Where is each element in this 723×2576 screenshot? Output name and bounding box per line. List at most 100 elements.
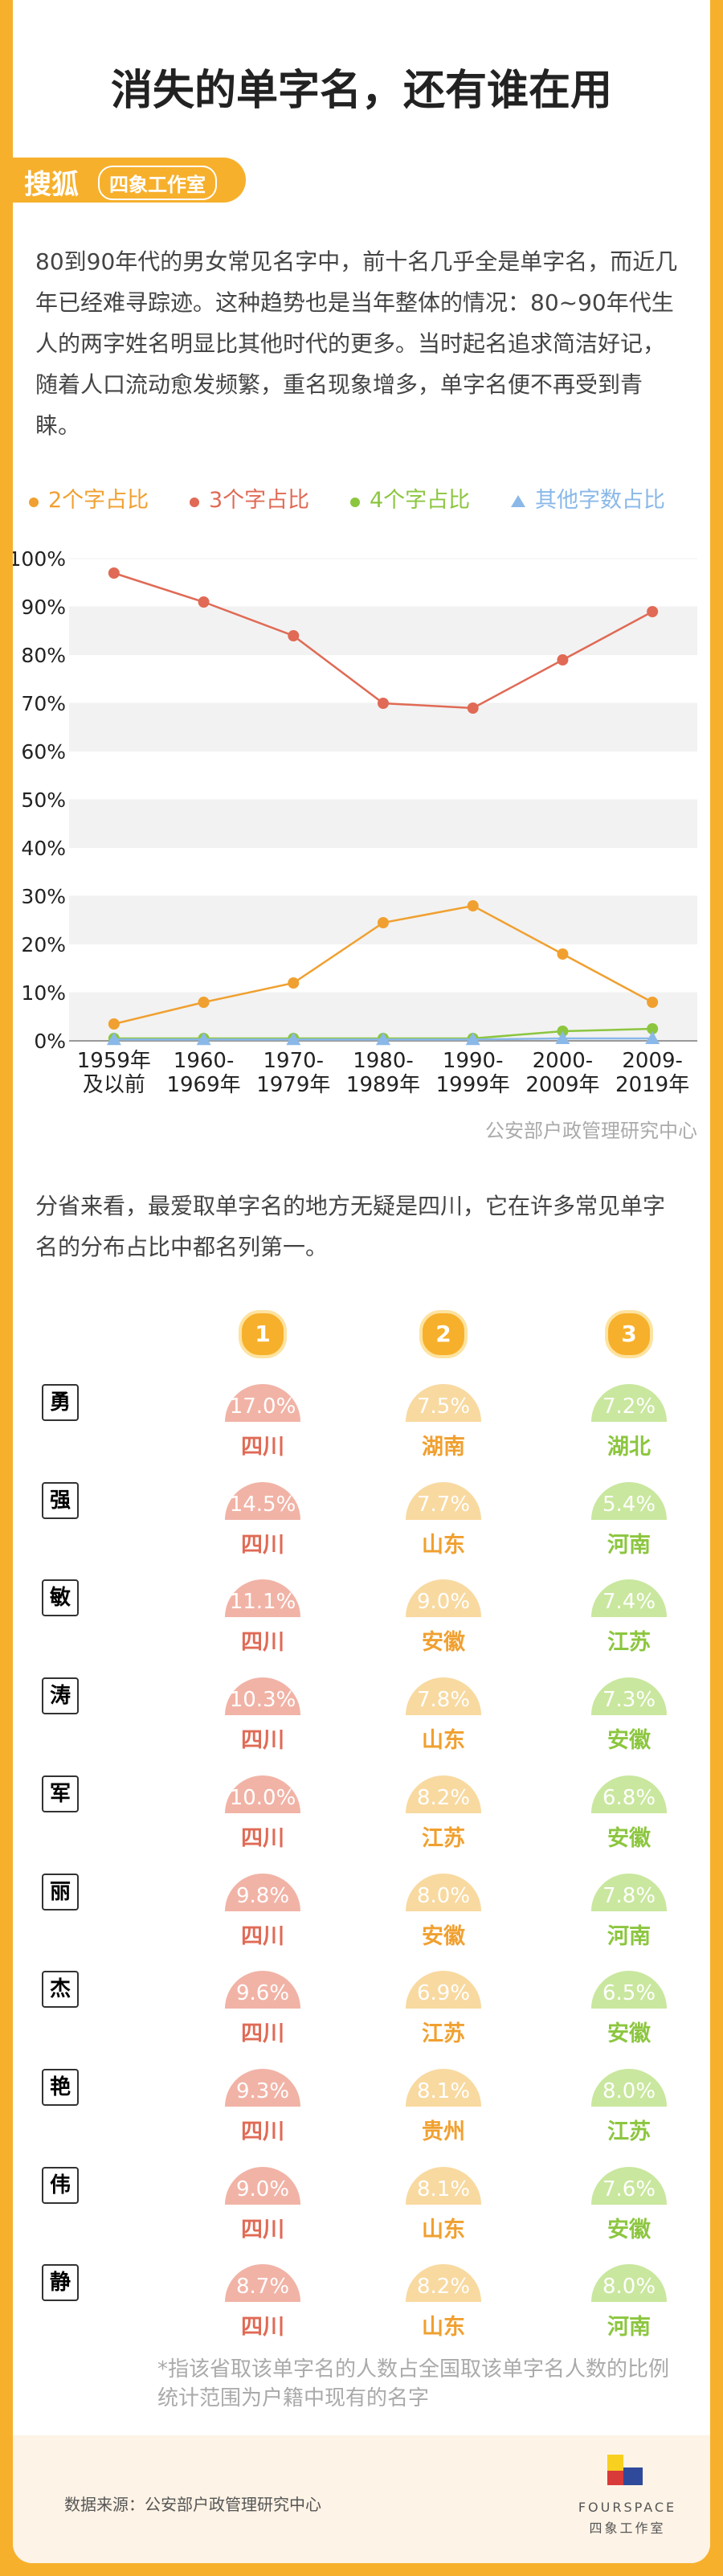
brand: 搜狐	[24, 169, 79, 201]
share-value: 7.3%	[591, 1677, 667, 1716]
share-value: 9.6%	[225, 1971, 300, 2009]
marker	[467, 702, 479, 714]
legend-marker	[29, 498, 39, 507]
share-value: 8.2%	[406, 1775, 481, 1813]
share-value: 7.2%	[591, 1384, 667, 1422]
marker	[288, 977, 300, 989]
rank-medal: 1	[239, 1310, 287, 1358]
province: 山东	[422, 1728, 465, 1754]
province: 湖北	[607, 1435, 651, 1460]
province: 四川	[241, 2217, 284, 2242]
legend-item: 其他字数占比	[511, 482, 665, 514]
marker	[378, 698, 389, 709]
share-value: 8.1%	[406, 2068, 481, 2107]
name-cell: 涛	[42, 1677, 79, 1715]
share-value: 6.9%	[406, 1971, 481, 2009]
note: *指该省取该单字名的人数占全国取该单字名人数的比例	[157, 2357, 670, 2381]
province: 安徽	[607, 2021, 651, 2047]
notes: *指该省取该单字名的人数占全国取该单字名人数的比例 统计范围为户籍中现有的名字	[157, 2355, 669, 2413]
grid-band	[69, 800, 697, 848]
legend-marker	[511, 495, 525, 507]
province: 江苏	[422, 1825, 465, 1851]
brand-bar: 搜狐 四象工作室	[13, 158, 246, 203]
share-value: 11.1%	[225, 1579, 300, 1618]
grid-band	[69, 607, 697, 655]
share-value: 8.0%	[591, 2068, 667, 2107]
share-value: 7.8%	[591, 1873, 667, 1911]
name-cell: 强	[42, 1481, 79, 1519]
x-tick-label: 2009- 2019年	[615, 1049, 690, 1097]
marker	[198, 997, 210, 1008]
province: 河南	[607, 2315, 651, 2341]
province: 四川	[241, 2021, 284, 2047]
name-cell: 勇	[42, 1384, 79, 1421]
province: 江苏	[607, 2119, 651, 2144]
chart: 0% 10% 20% 30% 40% 50% 60% 70% 80% 90% 100% 公安部户政管理…	[13, 547, 697, 1142]
legend-label: 2个字占比	[48, 488, 149, 513]
share-value: 8.0%	[591, 2264, 667, 2303]
share-value: 8.7%	[225, 2264, 300, 2303]
share-value: 10.3%	[225, 1677, 300, 1716]
province: 四川	[241, 1825, 284, 1851]
share-value: 6.8%	[591, 1775, 667, 1813]
province: 四川	[241, 1728, 284, 1754]
y-tick-label: 90%	[21, 596, 66, 619]
marker	[108, 1018, 120, 1030]
share-value: 6.5%	[591, 1971, 667, 2009]
province: 四川	[241, 1923, 284, 1949]
province: 山东	[422, 2217, 465, 2242]
x-tick-label: 1980- 1989年	[345, 1049, 421, 1097]
marker	[465, 1032, 480, 1046]
marker	[376, 1032, 390, 1046]
province: 河南	[607, 1923, 651, 1949]
legend-item: 3个字占比	[190, 482, 309, 514]
section-text: 分省来看，最爱取单字名的地方无疑是四川，它在许多常见单字名的分布占比中都名列第一…	[35, 1193, 666, 1260]
name-cell: 丽	[42, 1873, 79, 1910]
intro: 80到90年代的男女常见名字中，前十名几乎全是单字名，而近几年已经难寻踪迹。这种…	[35, 248, 678, 439]
marker	[467, 900, 479, 911]
marker	[378, 917, 389, 928]
province: 四川	[241, 1532, 284, 1558]
marker	[557, 948, 569, 960]
legend-label: 4个字占比	[370, 488, 471, 513]
province: 安徽	[607, 1728, 651, 1754]
marker	[645, 1031, 660, 1044]
y-tick-label: 10%	[21, 981, 66, 1005]
share-value: 8.0%	[406, 1873, 481, 1911]
name-cell: 杰	[42, 1971, 79, 2009]
name-cell: 静	[42, 2264, 79, 2302]
grid-band	[69, 703, 697, 752]
legend-marker	[190, 498, 199, 507]
share-value: 9.3%	[225, 2068, 300, 2107]
share-value: 9.0%	[406, 1579, 481, 1618]
name-cell: 伟	[42, 2166, 79, 2204]
logo-text: FOURSPACE	[578, 2500, 677, 2515]
marker	[108, 567, 120, 579]
x-tick-label: 1970- 1979年	[256, 1049, 331, 1097]
y-tick-label: 100%	[13, 547, 66, 571]
marker	[557, 654, 569, 666]
studio-tag: 四象工作室	[98, 166, 217, 200]
footer: 数据来源：公安部户政管理研究中心 FOURSPACE 四象工作室	[13, 2435, 710, 2563]
marker	[647, 997, 659, 1008]
footer-source: 数据来源：公安部户政管理研究中心	[64, 2495, 321, 2514]
share-value: 5.4%	[591, 1481, 667, 1520]
province: 山东	[422, 2315, 465, 2341]
rank-medal: 3	[605, 1310, 653, 1358]
share-value: 17.0%	[225, 1384, 300, 1422]
share-value: 7.7%	[406, 1481, 481, 1520]
logo-icon	[607, 2455, 643, 2485]
y-tick-label: 60%	[21, 740, 66, 764]
province: 湖南	[422, 1435, 465, 1460]
share-value: 7.8%	[406, 1677, 481, 1716]
share-value: 7.5%	[406, 1384, 481, 1422]
y-tick-label: 20%	[21, 933, 66, 956]
marker	[288, 630, 300, 641]
province: 四川	[241, 2315, 284, 2341]
share-value: 7.6%	[591, 2166, 667, 2205]
legend-item: 2个字占比	[29, 482, 149, 514]
y-tick-label: 40%	[21, 837, 66, 860]
share-value: 14.5%	[225, 1481, 300, 1520]
legend-item: 4个字占比	[350, 482, 470, 514]
y-tick-label: 50%	[21, 788, 66, 812]
